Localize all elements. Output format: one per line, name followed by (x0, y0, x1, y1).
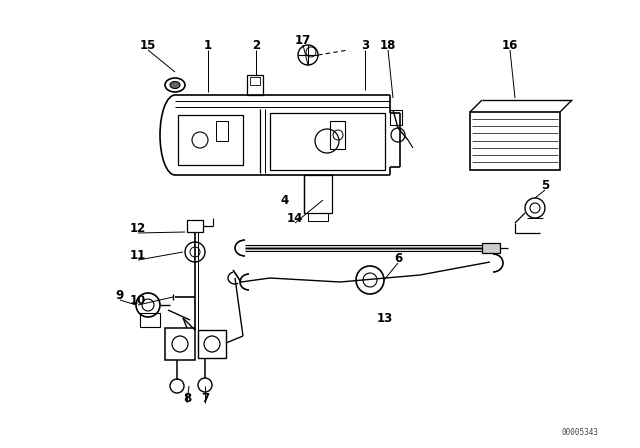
Text: 13: 13 (377, 311, 393, 324)
Text: 11: 11 (130, 249, 146, 262)
Text: 00005343: 00005343 (561, 427, 598, 436)
Text: 7: 7 (201, 392, 209, 405)
Bar (216, 121, 228, 141)
Text: 5: 5 (541, 178, 549, 191)
Text: 9: 9 (116, 289, 124, 302)
Text: 18: 18 (380, 39, 396, 52)
Bar (198, 330, 226, 358)
Text: 4: 4 (281, 194, 289, 207)
Bar (482, 243, 500, 253)
Bar (178, 115, 243, 165)
Bar (187, 220, 203, 232)
Text: 8: 8 (183, 392, 191, 405)
Ellipse shape (170, 82, 180, 89)
Bar (390, 110, 402, 125)
Bar (330, 121, 345, 149)
Text: 14: 14 (287, 211, 303, 224)
Text: 2: 2 (252, 39, 260, 52)
Bar (165, 328, 195, 360)
Bar (308, 213, 328, 221)
Bar (270, 113, 385, 170)
Text: 17: 17 (295, 34, 311, 47)
Bar (470, 112, 560, 170)
Bar (247, 75, 263, 95)
Text: 1: 1 (204, 39, 212, 52)
Text: 15: 15 (140, 39, 156, 52)
Bar (140, 313, 160, 327)
Bar (250, 77, 260, 85)
Text: 6: 6 (394, 251, 402, 264)
Text: 3: 3 (361, 39, 369, 52)
Text: 12: 12 (130, 221, 146, 234)
Text: 16: 16 (502, 39, 518, 52)
Bar (304, 175, 332, 213)
Text: 10: 10 (130, 293, 146, 306)
